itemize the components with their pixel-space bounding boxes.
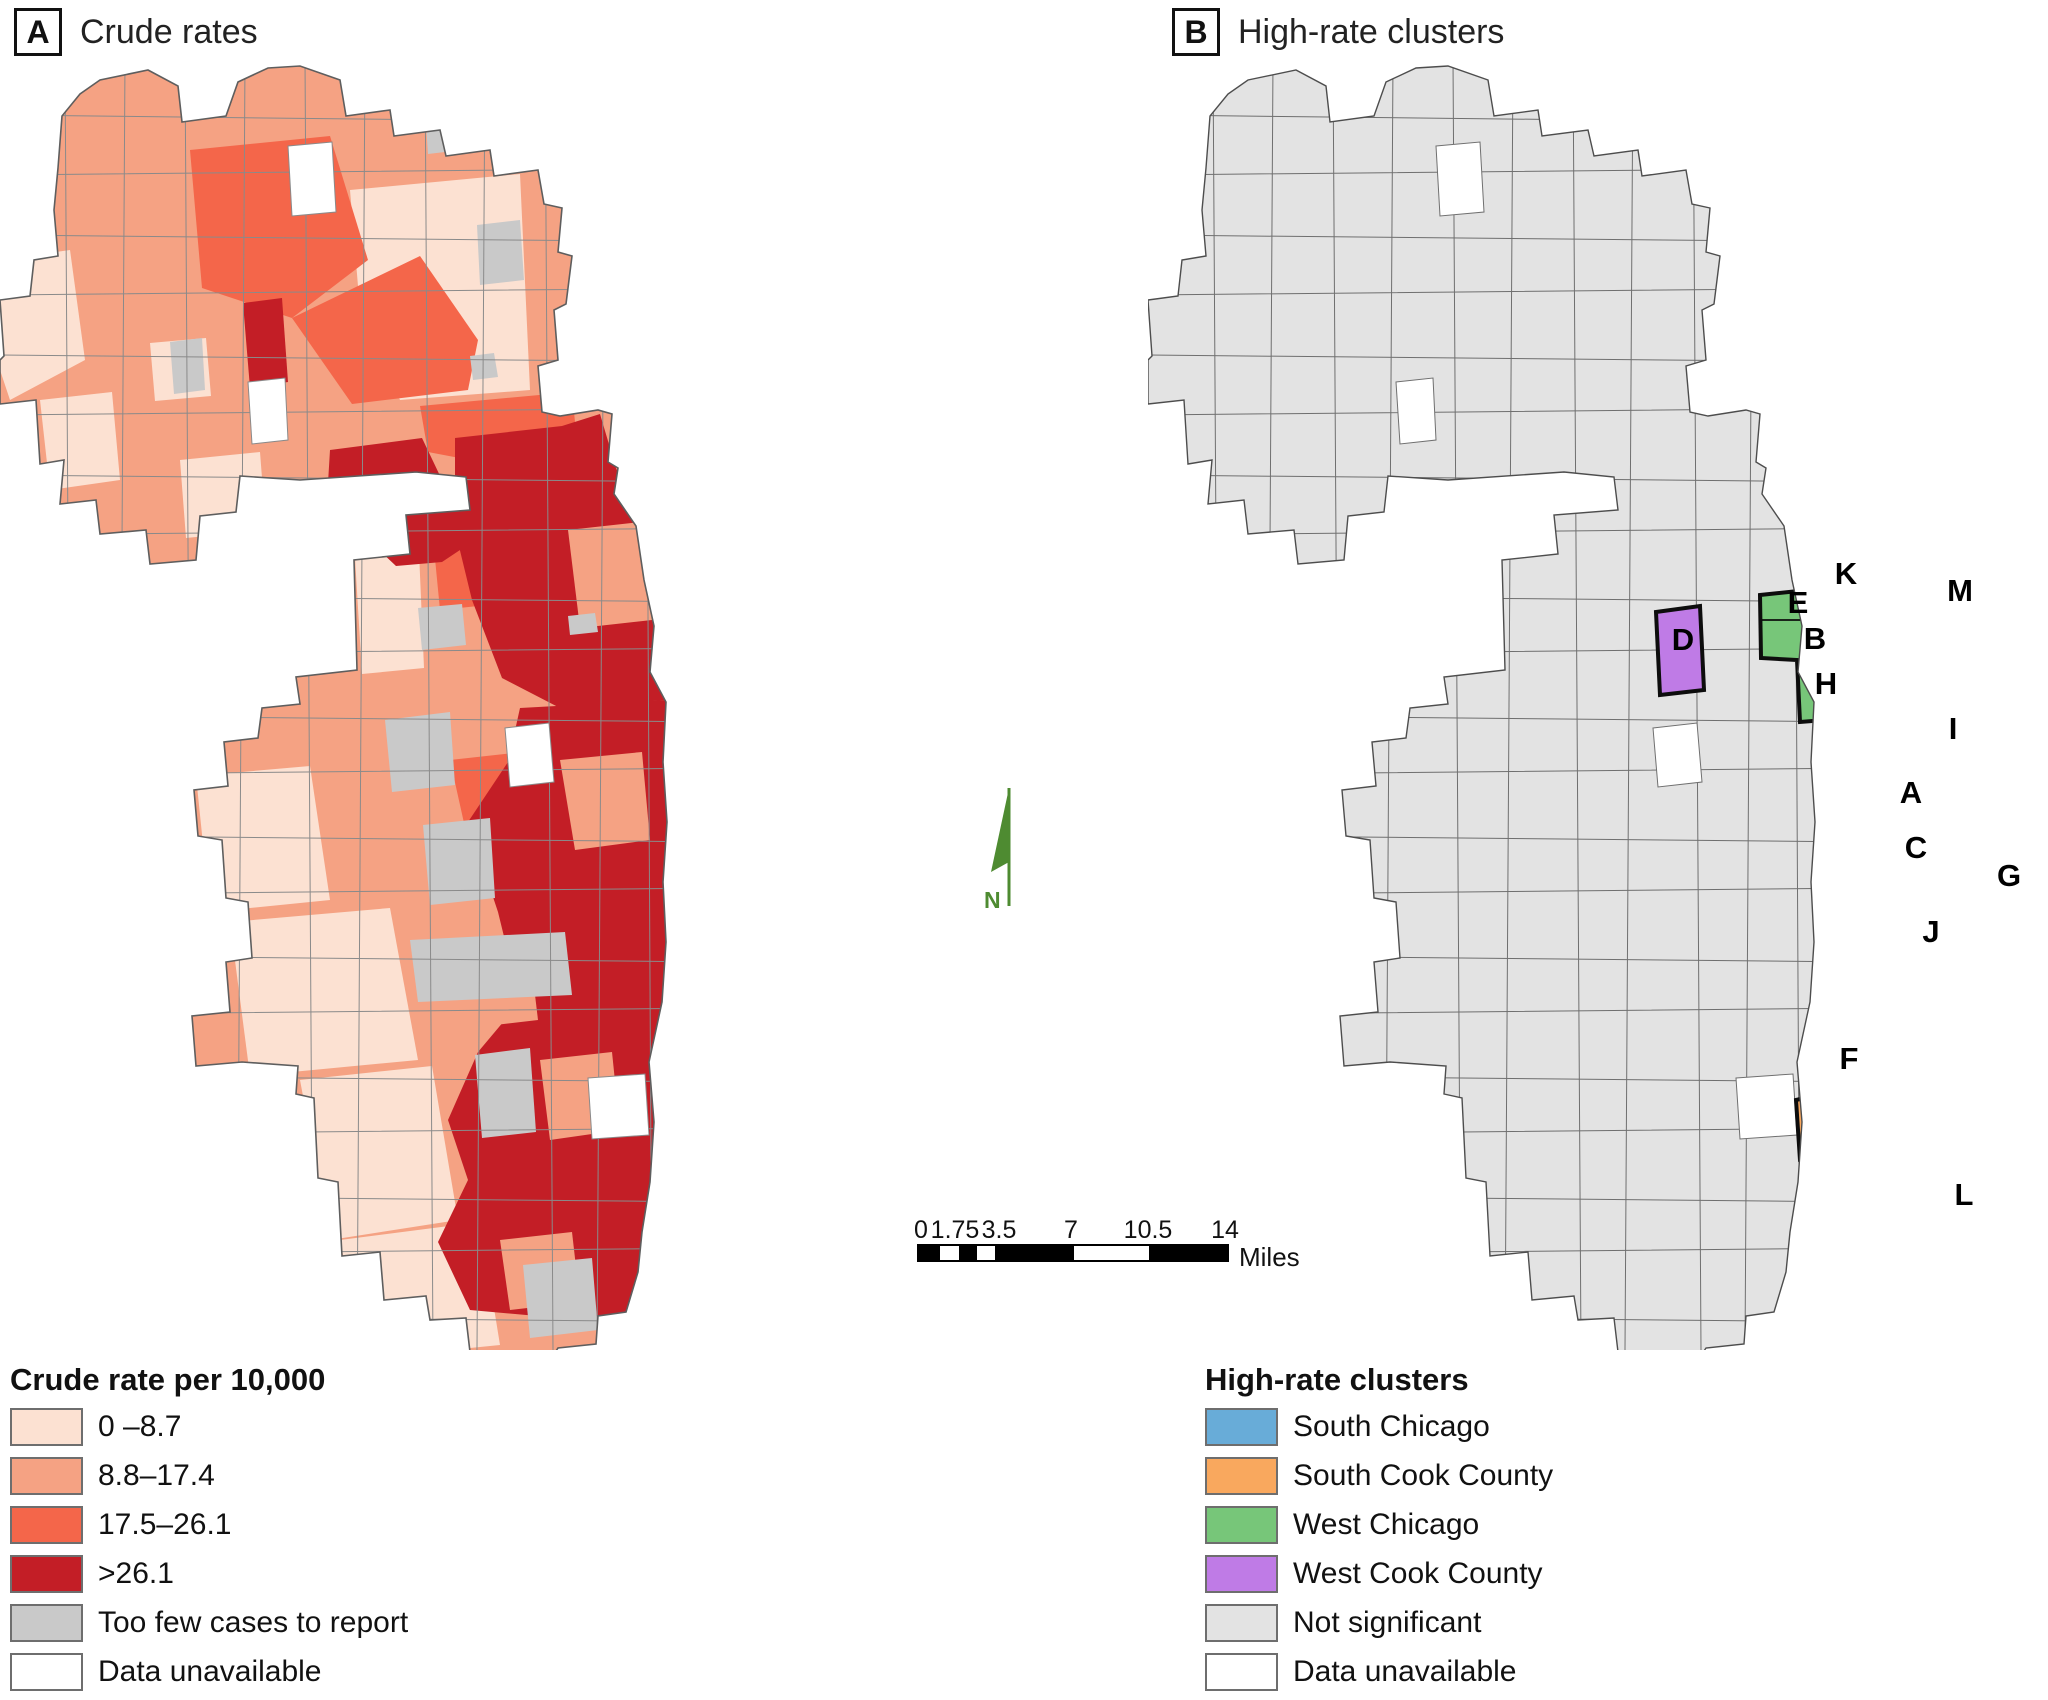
- cluster-label-F: F: [1840, 1041, 1859, 1076]
- legend-b-swatch-4: [1205, 1604, 1278, 1642]
- legend-a-label-4: Too few cases to report: [98, 1606, 409, 1639]
- scale-bar-segments: [917, 1244, 1229, 1262]
- legend-b-swatch-3: [1205, 1555, 1278, 1593]
- legend-a-swatch-1: [10, 1457, 83, 1495]
- legend-a-label-1: 8.8–17.4: [98, 1459, 215, 1492]
- choropleth-map-crude-rates: [0, 65, 668, 1350]
- county-outline-b: [1148, 65, 1816, 1350]
- too-few-cases-regions: [170, 107, 598, 1338]
- legend-a-swatch-4: [10, 1604, 83, 1642]
- cluster-label-D: D: [1672, 622, 1694, 657]
- legend-a-row-3: >26.1: [10, 1555, 530, 1593]
- cluster-label-I: I: [1949, 711, 1958, 746]
- legend-a-swatch-2: [10, 1506, 83, 1544]
- legend-a-row-2: 17.5–26.1: [10, 1506, 530, 1544]
- legend-crude-rates: Crude rate per 10,000 0 –8.7 8.8–17.4 17…: [10, 1362, 530, 1700]
- legend-a-swatch-5: [10, 1653, 83, 1691]
- cluster-letter-labels: K M E B H D I A C G J F L: [1672, 556, 2021, 1212]
- north-label: N: [984, 887, 1001, 913]
- legend-b-label-4: Not significant: [1293, 1606, 1482, 1639]
- cluster-label-C: C: [1905, 830, 1927, 865]
- cluster-map-high-rate: K M E B H D I A C G J F L: [1148, 65, 2048, 1350]
- county-outline-a: [0, 65, 668, 1350]
- legend-a-row-4: Too few cases to report: [10, 1604, 530, 1642]
- legend-b-label-1: South Cook County: [1293, 1459, 1554, 1492]
- legend-b-label-5: Data unavailable: [1293, 1655, 1517, 1688]
- scale-bar-unit: Miles: [1239, 1242, 1300, 1272]
- scale-tick-7: 7: [1064, 1216, 1078, 1244]
- legend-b-label-3: West Cook County: [1293, 1557, 1543, 1590]
- not-significant-regions: [1148, 66, 1815, 1350]
- cluster-label-B: B: [1804, 621, 1826, 656]
- legend-b-row-2: West Chicago: [1205, 1506, 1725, 1544]
- scale-tick-3-5: 3.5: [981, 1216, 1017, 1244]
- legend-b-row-1: South Cook County: [1205, 1457, 1725, 1495]
- legend-a-swatch-3: [10, 1555, 83, 1593]
- legend-a-label-5: Data unavailable: [98, 1655, 322, 1688]
- panel-b-tag: B: [1172, 8, 1220, 56]
- legend-b-label-0: South Chicago: [1293, 1410, 1490, 1443]
- scale-tick-0: 0: [914, 1216, 928, 1244]
- cluster-label-A: A: [1900, 775, 1922, 810]
- legend-a-swatch-0: [10, 1408, 83, 1446]
- cluster-west-cook-county: [1653, 603, 1707, 698]
- legend-b-swatch-2: [1205, 1506, 1278, 1544]
- legend-b-label-2: West Chicago: [1293, 1508, 1480, 1541]
- panel-a-title: A Crude rates: [14, 8, 258, 56]
- cluster-label-K: K: [1835, 556, 1858, 591]
- cluster-label-J: J: [1922, 914, 1939, 949]
- scale-tick-10-5: 10.5: [1123, 1216, 1173, 1244]
- legend-b-row-4: Not significant: [1205, 1604, 1725, 1642]
- cluster-label-M: M: [1947, 573, 1973, 608]
- legend-clusters: High-rate clusters South Chicago South C…: [1205, 1362, 1725, 1700]
- legend-b-swatch-5: [1205, 1653, 1278, 1691]
- north-arrow: N: [984, 788, 1011, 913]
- legend-a-label-3: >26.1: [98, 1557, 174, 1590]
- cluster-label-H: H: [1815, 666, 1837, 701]
- legend-a-row-5: Data unavailable: [10, 1653, 530, 1691]
- scale-tick-14: 14: [1211, 1216, 1239, 1244]
- panel-b-title: B High-rate clusters: [1172, 8, 1504, 56]
- map-a-regions: [0, 66, 667, 1350]
- cluster-south-cook-county: [1793, 999, 1815, 1166]
- legend-b-swatch-1: [1205, 1457, 1278, 1495]
- cluster-label-G: G: [1997, 858, 2021, 893]
- panel-a-title-text: Crude rates: [80, 12, 258, 51]
- panel-a-tag: A: [14, 8, 62, 56]
- legend-a-label-0: 0 –8.7: [98, 1410, 182, 1443]
- scale-bar-ticks: 0 1.75 3.5 7 10.5 14: [914, 1216, 1317, 1244]
- data-unavailable-holes-b: [1395, 141, 1798, 1140]
- legend-b-row-5: Data unavailable: [1205, 1653, 1725, 1691]
- legend-b-title: High-rate clusters: [1205, 1362, 1469, 1397]
- legend-b-row-3: West Cook County: [1205, 1555, 1725, 1593]
- cluster-label-E: E: [1788, 585, 1809, 620]
- scale-tick-1-75: 1.75: [930, 1216, 980, 1244]
- panel-b-title-text: High-rate clusters: [1238, 12, 1505, 51]
- cluster-south-chicago: [1855, 704, 2048, 993]
- scale-bar: 0 1.75 3.5 7 10.5 14 Miles: [914, 1216, 1317, 1272]
- legend-a-row-0: 0 –8.7: [10, 1408, 530, 1446]
- legend-b-row-0: South Chicago: [1205, 1408, 1725, 1446]
- legend-b-swatch-0: [1205, 1408, 1278, 1446]
- legend-a-title: Crude rate per 10,000: [10, 1362, 326, 1397]
- north-arrow-head: [991, 788, 1009, 872]
- legend-a-row-1: 8.8–17.4: [10, 1457, 530, 1495]
- data-unavailable-holes-a: [247, 141, 650, 1140]
- cluster-label-L: L: [1955, 1177, 1974, 1212]
- legend-a-label-2: 17.5–26.1: [98, 1508, 232, 1541]
